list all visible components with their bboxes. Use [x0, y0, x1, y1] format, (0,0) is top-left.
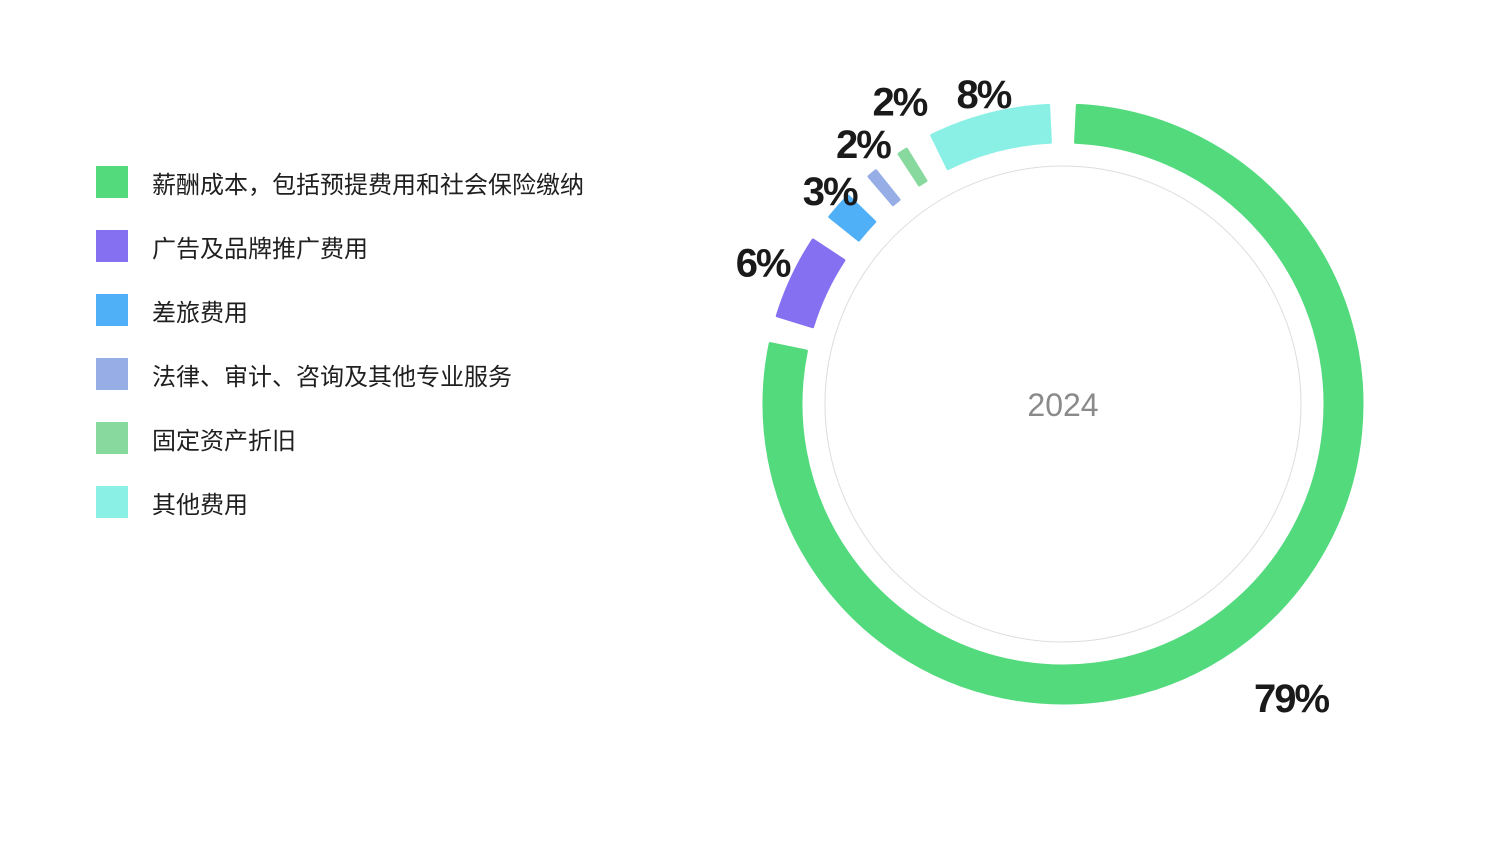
legend-label: 差旅费用: [152, 298, 248, 327]
legend-swatch: [96, 422, 128, 454]
legend-item-depreciation: 固定资产折旧: [96, 422, 584, 455]
legend-item-travel: 差旅费用: [96, 294, 584, 327]
donut-value-labels: 79%6%3%2%2% 8%: [736, 73, 1332, 721]
center-year-label: 2024: [1027, 387, 1098, 423]
legend-swatch: [96, 358, 128, 390]
legend-item-other: 其他费用: [96, 486, 584, 519]
donut-slice: [867, 169, 901, 207]
slice-value-label: 79%: [1254, 677, 1329, 721]
donut-slice: [762, 103, 1364, 705]
slice-value-label: 6%: [736, 242, 791, 286]
legend-label: 广告及品牌推广费用: [152, 234, 368, 263]
donut-slice: [897, 147, 928, 187]
donut-slice: [828, 194, 877, 242]
donut-slice: [930, 103, 1052, 171]
legend-item-professional-services: 法律、审计、咨询及其他专业服务: [96, 358, 584, 391]
legend-item-salary: 薪酬成本，包括预提费用和社会保险缴纳: [96, 166, 584, 199]
legend-swatch: [96, 166, 128, 198]
inner-guide-circle: [824, 165, 1302, 643]
legend-swatch: [96, 230, 128, 262]
slice-value-label: 2%: [836, 123, 891, 167]
legend-swatch: [96, 294, 128, 326]
donut-slice: [775, 238, 846, 329]
slice-value-label: 2%: [872, 80, 927, 124]
slice-value-label: 3%: [803, 170, 858, 214]
donut-slices: [762, 103, 1364, 705]
legend-label: 其他费用: [152, 490, 248, 519]
legend-label: 薪酬成本，包括预提费用和社会保险缴纳: [152, 170, 584, 199]
legend-label: 法律、审计、咨询及其他专业服务: [152, 362, 512, 391]
legend-item-advertising: 广告及品牌推广费用: [96, 230, 584, 263]
chart-legend: 薪酬成本，包括预提费用和社会保险缴纳 广告及品牌推广费用 差旅费用 法律、审计、…: [96, 166, 584, 550]
legend-swatch: [96, 486, 128, 518]
slice-value-label: 8%: [957, 73, 1012, 117]
legend-label: 固定资产折旧: [152, 426, 296, 455]
